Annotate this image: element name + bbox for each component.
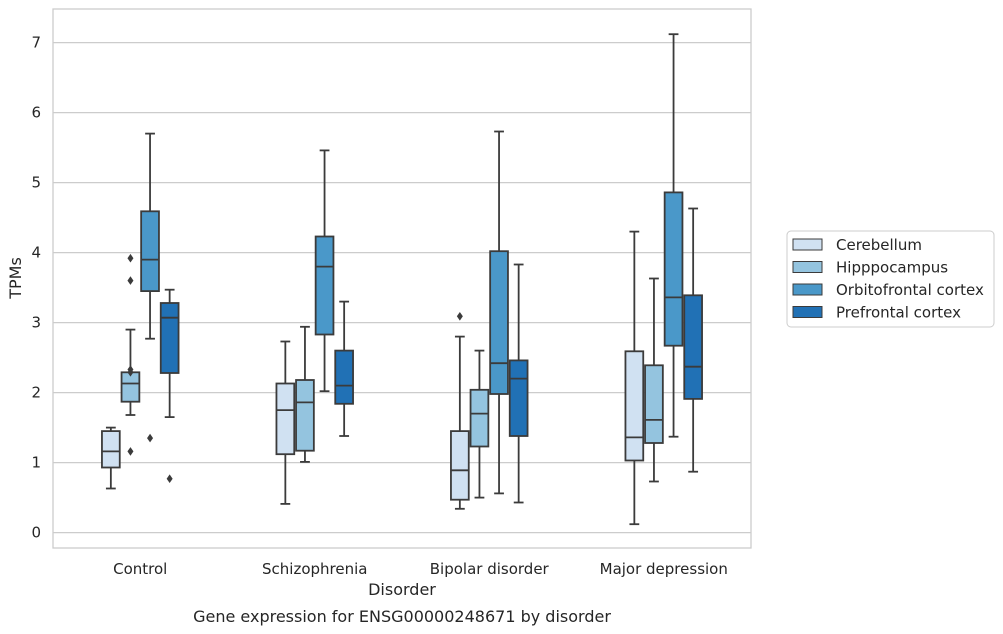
outlier-marker [456,312,463,321]
box-iqr [101,430,121,469]
box-prefrontal-cortex-2 [508,263,529,504]
box-hipppocampus-3 [644,277,664,483]
legend-swatch [792,261,823,273]
outlier-marker [166,474,173,483]
outlier-marker [127,253,134,263]
box-iqr [624,350,645,462]
x-tick-label: Bipolar disorder [430,560,550,578]
legend-swatch [792,306,823,318]
x-tick-label: Control [113,560,167,578]
box-iqr [295,379,315,452]
y-axis-ticks: 0 1 2 3 4 5 6 7 [31,34,41,542]
box-layer [101,33,703,526]
box-cerebellum-0 [101,426,121,490]
legend-swatch [792,283,823,296]
box-cerebellum-2 [450,312,470,510]
outlier-marker [147,433,154,443]
box-orbitofrontal-cortex-2 [489,130,509,495]
box-orbitofrontal-cortex-3 [663,33,684,438]
box-iqr [120,371,141,403]
x-axis-ticks: Control Schizophrenia Bipolar disorder Majo… [113,560,728,578]
y-tick-label: 6 [31,104,41,122]
box-iqr [663,191,684,347]
legend-label: Cerebellum [836,236,922,254]
box-prefrontal-cortex-1 [334,300,354,437]
box-iqr [334,349,354,405]
box-iqr [469,388,490,448]
box-orbitofrontal-cortex-1 [314,149,335,393]
y-tick-label: 7 [31,34,41,52]
box-prefrontal-cortex-3 [683,207,703,473]
legend-label: Orbitofrontal cortex [836,281,984,299]
box-iqr [489,250,509,395]
y-tick-label: 4 [31,244,41,262]
box-cerebellum-3 [624,230,645,526]
box-iqr [450,430,470,501]
x-axis-label: Disorder [368,580,436,599]
x-tick-label: Major depression [600,560,728,578]
box-iqr [508,359,529,437]
y-tick-label: 1 [31,454,41,472]
x-tick-label: Schizophrenia [262,560,367,578]
legend-frame [786,230,995,328]
box-hipppocampus-2 [469,349,490,499]
box-iqr [683,294,703,400]
y-axis-label: TPMs [6,257,25,300]
legend-label: Hipppocampus [836,259,948,277]
box-iqr [644,364,664,444]
box-orbitofrontal-cortex-0 [140,132,160,443]
outlier-marker [127,276,134,285]
y-tick-label: 0 [31,524,41,542]
y-tick-label: 5 [31,174,41,192]
legend: Cerebellum Hipppocampus Orbitofrontal cort… [786,230,995,328]
y-tick-label: 2 [31,384,41,402]
box-iqr [275,382,296,456]
outlier-marker [127,447,134,456]
box-hipppocampus-1 [295,325,315,463]
box-iqr [140,210,160,293]
box-iqr [314,235,335,336]
legend-swatch [792,238,823,251]
chart-caption: Gene expression for ENSG00000248671 by d… [193,607,611,626]
box-cerebellum-1 [275,340,296,505]
plot-frame [52,8,752,549]
box-hipppocampus-0 [120,253,141,456]
outlier-marker [127,368,134,377]
legend-label: Prefrontal cortex [836,304,961,322]
y-tick-label: 3 [31,314,41,332]
box-prefrontal-cortex-0 [159,288,180,483]
box-iqr [159,302,180,374]
